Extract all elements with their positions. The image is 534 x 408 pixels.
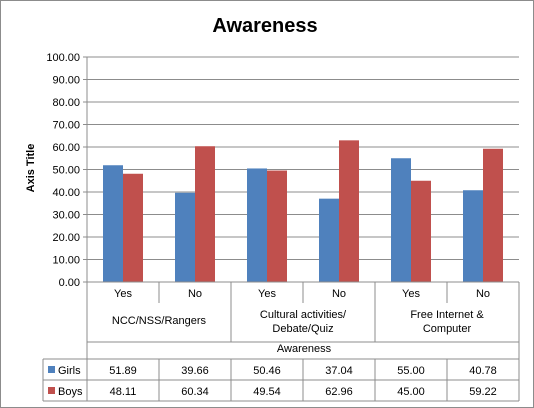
legend-key-girls xyxy=(48,366,55,373)
x-group-label: Cultural activities/ xyxy=(260,309,347,321)
x-category-label: Yes xyxy=(114,288,132,300)
bar-girls-0 xyxy=(103,165,123,282)
x-category-label: Yes xyxy=(258,288,276,300)
table-cell: 51.89 xyxy=(109,365,137,377)
x-group-label: Debate/Quiz xyxy=(272,323,333,335)
bar-boys-0 xyxy=(123,173,143,282)
table-cell: 48.11 xyxy=(110,386,137,398)
legend-key-boys xyxy=(48,387,55,394)
bars xyxy=(103,140,503,282)
bar-boys-3 xyxy=(339,140,359,282)
bar-boys-5 xyxy=(483,148,503,282)
x-axis-label: Awareness xyxy=(277,343,332,355)
axes: 0.00 10.00 20.00 30.00 40.00 50.00 60.00 70.00 8… xyxy=(46,52,520,359)
bar-boys-2 xyxy=(267,170,287,282)
y-tick-label: 0.00 xyxy=(59,277,80,289)
bar-girls-2 xyxy=(247,168,267,282)
table-cell: 55.00 xyxy=(397,365,425,377)
y-tick-label: 10.00 xyxy=(52,255,80,267)
chart-title: Awareness xyxy=(212,15,317,37)
y-tick-label: 40.00 xyxy=(52,187,80,199)
x-category-label: No xyxy=(188,288,202,300)
table-cell: 37.04 xyxy=(325,365,353,377)
x-category-label: Yes xyxy=(402,288,420,300)
table-cell: 59.22 xyxy=(469,386,497,398)
y-tick-label: 60.00 xyxy=(52,142,80,154)
y-tick-label: 50.00 xyxy=(52,165,80,177)
y-tick-label: 80.00 xyxy=(52,97,80,109)
legend-label-girls: Girls xyxy=(58,365,81,377)
y-axis-label: Axis Title xyxy=(25,144,37,193)
table-cell: 49.54 xyxy=(253,386,281,398)
data-table: Girls 51.89 39.66 50.46 37.04 55.00 40.78 Boys 4… xyxy=(42,358,520,402)
x-group-label: Computer xyxy=(423,323,472,335)
y-tick-label: 30.00 xyxy=(52,210,80,222)
bar-girls-1 xyxy=(175,192,195,282)
table-cell: 60.34 xyxy=(181,386,209,398)
bar-boys-4 xyxy=(411,180,431,282)
bar-girls-3 xyxy=(319,198,339,282)
table-cell: 45.00 xyxy=(397,386,425,398)
table-cell: 39.66 xyxy=(181,365,209,377)
y-tick-label: 70.00 xyxy=(52,120,80,132)
table-cell: 50.46 xyxy=(253,365,281,377)
table-cell: 62.96 xyxy=(325,386,353,398)
y-tick-label: 90.00 xyxy=(52,75,80,87)
x-group-label: Free Internet & xyxy=(410,309,484,321)
bar-girls-4 xyxy=(391,158,411,282)
x-group-label: NCC/NSS/Rangers xyxy=(112,315,207,327)
legend-label-boys: Boys xyxy=(58,386,83,398)
bar-girls-5 xyxy=(463,190,483,282)
x-category-label: No xyxy=(332,288,346,300)
y-tick-label: 100.00 xyxy=(46,52,80,64)
gridlines xyxy=(87,56,519,260)
bar-boys-1 xyxy=(195,146,215,282)
y-tick-label: 20.00 xyxy=(52,232,80,244)
table-cell: 40.78 xyxy=(469,365,497,377)
x-category-label: No xyxy=(476,288,490,300)
